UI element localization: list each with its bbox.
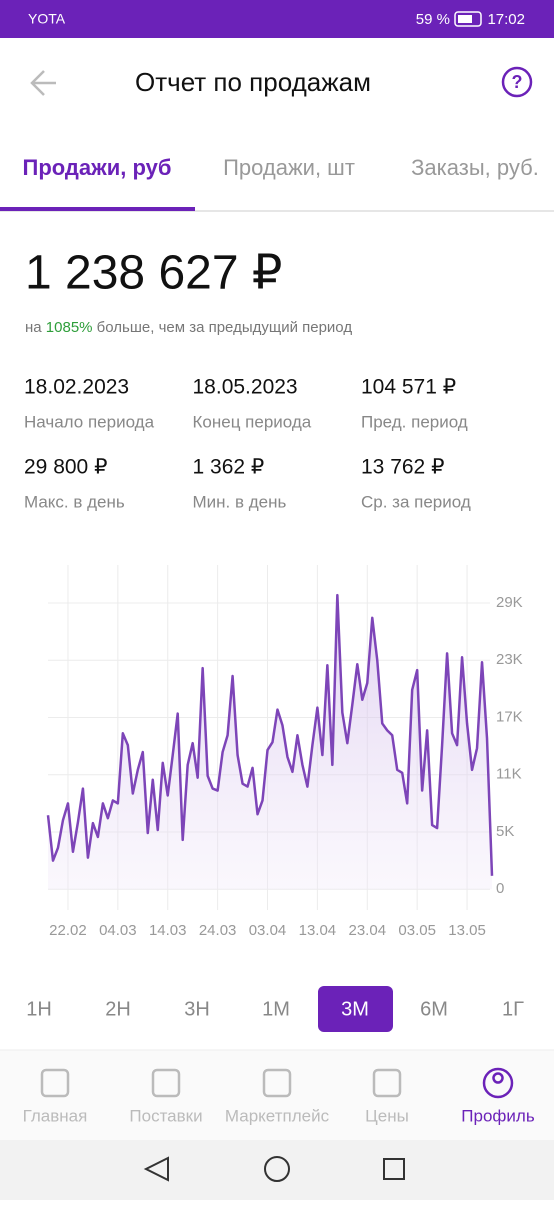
x-tick-label: 13.04	[299, 922, 337, 939]
y-tick-label: 11K	[496, 766, 522, 783]
nav-icon	[372, 1068, 402, 1098]
period-button[interactable]: 3Н	[184, 998, 210, 1020]
tab[interactable]: Продажи, руб	[23, 155, 172, 180]
stat-value: 18.02.2023	[24, 376, 129, 399]
nav-icon	[151, 1068, 181, 1098]
carrier: YOTA	[28, 11, 66, 27]
tab[interactable]: Продажи, шт	[223, 155, 355, 180]
help-icon: ?	[512, 72, 523, 92]
help-button[interactable]	[501, 66, 533, 98]
stat-value: 1 362 ₽	[193, 456, 265, 479]
y-tick-label: 29K	[496, 594, 523, 611]
period-selected[interactable]	[318, 986, 393, 1032]
period-button[interactable]: 1Г	[502, 998, 524, 1020]
summary-note: на 1085% больше, чем за предыдущий перио…	[25, 319, 352, 336]
period-button[interactable]: 1М	[262, 998, 290, 1020]
nav-label[interactable]: Цены	[365, 1106, 409, 1125]
tab[interactable]: Заказы, руб.	[411, 155, 539, 180]
x-tick-label: 22.02	[49, 922, 87, 939]
note-suffix: больше, чем за предыдущий период	[93, 319, 353, 336]
x-tick-label: 03.05	[398, 922, 436, 939]
period-button[interactable]: 2Н	[105, 998, 131, 1020]
nav-label[interactable]: Главная	[23, 1106, 88, 1125]
nav-label[interactable]: Маркетплейс	[225, 1106, 330, 1125]
x-tick-label: 23.04	[349, 922, 387, 939]
x-tick-label: 14.03	[149, 922, 187, 939]
stat-label: Ср. за период	[361, 492, 471, 511]
time: 17:02	[487, 11, 525, 28]
x-tick-label: 24.03	[199, 922, 237, 939]
period-button[interactable]: 3М	[341, 998, 369, 1020]
nav-icon	[482, 1067, 514, 1099]
period-button[interactable]: 1Н	[26, 998, 52, 1020]
stat-label: Конец периода	[193, 412, 312, 431]
nav-icon-head	[492, 1072, 504, 1084]
battery: 59 %	[416, 11, 450, 28]
stat-label: Пред. период	[361, 412, 468, 431]
nav-label[interactable]: Профиль	[461, 1106, 535, 1125]
x-tick-label: 13.05	[448, 922, 486, 939]
stat-value: 18.05.2023	[193, 376, 298, 399]
sys-home[interactable]	[264, 1156, 290, 1182]
nav-icon	[262, 1068, 292, 1098]
sys-recent[interactable]	[383, 1158, 405, 1180]
y-tick-label: 17K	[496, 708, 523, 725]
stat-label: Мин. в день	[193, 492, 287, 511]
y-tick-label: 5K	[496, 823, 514, 840]
stat-label: Макс. в день	[24, 492, 125, 511]
back-button[interactable]	[30, 70, 56, 96]
x-tick-label: 04.03	[99, 922, 137, 939]
tab-indicator	[0, 207, 195, 211]
stat-value: 13 762 ₽	[361, 456, 444, 479]
stat-value: 104 571 ₽	[361, 376, 456, 399]
note-percent: 1085%	[46, 319, 93, 336]
page-title: Отчет по продажам	[135, 67, 371, 97]
note-prefix: на	[25, 319, 46, 336]
total: 1 238 627 ₽	[25, 247, 282, 300]
battery-icon	[454, 11, 482, 27]
period-button[interactable]: 6М	[420, 998, 448, 1020]
y-tick-label: 23K	[496, 651, 523, 668]
x-tick-label: 03.04	[249, 922, 287, 939]
system-nav	[0, 1140, 554, 1200]
nav-icon	[40, 1068, 70, 1098]
nav-label[interactable]: Поставки	[129, 1106, 202, 1125]
y-tick-label: 0	[496, 880, 504, 897]
stat-value: 29 800 ₽	[24, 456, 107, 479]
sys-back[interactable]	[143, 1156, 169, 1182]
stat-label: Начало периода	[24, 412, 155, 431]
line	[46, 593, 494, 876]
battery-level	[458, 15, 472, 23]
